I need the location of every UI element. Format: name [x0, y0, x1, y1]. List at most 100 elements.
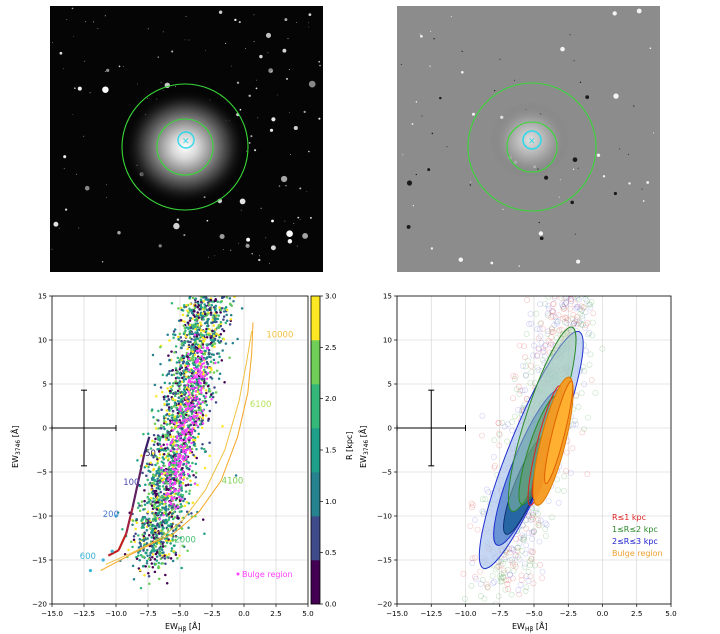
colorbar-tick-label: 1.0 — [325, 497, 337, 506]
y-tick-label: 5 — [387, 380, 392, 389]
data-point — [168, 412, 171, 416]
data-point — [175, 406, 178, 409]
bulge-point — [168, 476, 171, 479]
data-point — [216, 352, 219, 355]
data-point — [151, 556, 154, 559]
data-point — [162, 453, 166, 456]
residual-spot — [596, 153, 601, 157]
data-point — [201, 292, 204, 295]
bulge-point — [190, 387, 193, 390]
data-point — [498, 575, 504, 582]
y-tick-label: 0 — [42, 424, 47, 433]
star — [308, 22, 310, 24]
data-point — [481, 595, 488, 602]
data-point — [561, 296, 568, 302]
data-point — [142, 508, 145, 511]
bulge-point — [181, 419, 184, 422]
data-point — [560, 303, 566, 310]
data-point — [153, 422, 157, 425]
data-point — [526, 513, 532, 520]
data-point — [159, 386, 163, 389]
data-point — [176, 408, 179, 412]
bulge-point — [182, 424, 185, 427]
data-point — [160, 540, 163, 544]
data-point — [193, 436, 197, 440]
data-point — [197, 333, 201, 336]
data-point — [173, 394, 177, 398]
data-point — [506, 549, 513, 556]
data-point — [560, 281, 565, 286]
data-point — [191, 394, 194, 397]
star — [171, 50, 174, 53]
data-point — [172, 470, 176, 473]
data-point — [535, 522, 542, 529]
data-point — [213, 299, 217, 302]
data-point — [171, 410, 175, 413]
bulge-region-annotation: Bulge region — [242, 570, 293, 579]
track-point — [114, 514, 118, 518]
data-point — [582, 309, 589, 316]
data-point — [217, 333, 221, 337]
residual-spot — [415, 173, 417, 176]
data-point — [597, 285, 602, 290]
data-point — [172, 478, 176, 481]
data-point — [201, 518, 205, 521]
data-point — [220, 283, 223, 286]
data-point — [472, 554, 478, 561]
bulge-point — [172, 428, 175, 432]
data-point — [542, 343, 549, 349]
data-point — [176, 392, 180, 395]
data-point — [535, 335, 542, 342]
data-point — [165, 423, 169, 426]
data-point — [148, 554, 152, 557]
star — [271, 117, 276, 122]
data-point — [515, 544, 522, 551]
data-point — [550, 301, 557, 307]
data-point — [474, 526, 481, 533]
data-point — [181, 391, 185, 394]
data-point — [202, 318, 205, 321]
data-point — [164, 479, 168, 483]
data-point — [185, 500, 188, 504]
data-point — [522, 363, 529, 370]
data-point — [540, 325, 546, 332]
data-point — [216, 300, 219, 303]
data-point — [516, 342, 523, 349]
star — [205, 49, 207, 51]
data-point — [212, 334, 216, 338]
data-point — [160, 523, 164, 527]
data-point — [208, 290, 211, 293]
data-point — [182, 369, 186, 372]
data-point — [162, 492, 166, 496]
data-point — [583, 322, 589, 328]
data-point — [192, 325, 195, 329]
data-point — [208, 454, 211, 458]
data-point — [149, 522, 152, 526]
data-point — [497, 558, 504, 565]
data-point — [536, 326, 543, 333]
data-point — [172, 392, 175, 395]
data-point — [173, 464, 177, 467]
data-point — [170, 549, 173, 553]
data-point — [533, 310, 540, 317]
data-point — [216, 291, 219, 294]
data-point — [186, 477, 189, 480]
data-point — [203, 337, 207, 341]
data-point — [218, 306, 221, 309]
data-point — [175, 497, 179, 500]
data-point — [489, 573, 496, 579]
data-point — [211, 321, 214, 325]
bulge-point — [185, 462, 188, 466]
data-point — [217, 326, 220, 330]
bulge-point — [162, 481, 165, 484]
star — [51, 248, 53, 250]
data-point — [213, 285, 216, 288]
data-point — [207, 290, 210, 293]
data-point — [182, 324, 185, 327]
data-point — [529, 529, 535, 536]
y-tick-label: −10 — [32, 512, 48, 521]
data-point — [563, 299, 569, 306]
data-point — [512, 413, 518, 420]
data-point — [138, 504, 141, 507]
data-point — [173, 351, 176, 354]
